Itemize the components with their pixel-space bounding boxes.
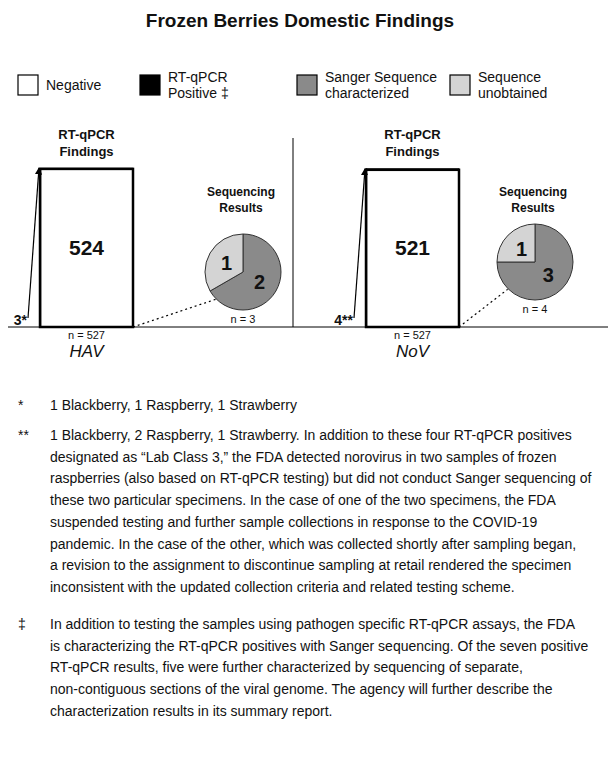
footnote-line: In addition to testing the samples using… bbox=[50, 616, 576, 632]
pie: 31 bbox=[497, 224, 573, 300]
bar-marks bbox=[366, 169, 459, 327]
data-label: 521 bbox=[395, 236, 430, 259]
pie-label: 2 bbox=[254, 271, 265, 293]
label-arrow bbox=[28, 168, 39, 318]
panel: RT-qPCRFindings HAV 524 3* n = 527 Sequencing… bbox=[14, 127, 281, 361]
pie: 21 bbox=[205, 234, 281, 310]
footnotes: * 1 Blackberry, 1 Raspberry, 1 Strawberry… bbox=[18, 397, 592, 719]
footnote-marker: ** bbox=[18, 427, 29, 443]
legend-label: unobtained bbox=[478, 85, 547, 101]
data-label: 4** bbox=[334, 312, 353, 328]
pie-label: 3 bbox=[543, 264, 554, 286]
panel-separator bbox=[293, 138, 294, 327]
data-label: 3* bbox=[14, 312, 28, 328]
legend-item: Negative bbox=[18, 75, 101, 95]
connector bbox=[459, 289, 508, 327]
sample-size-note: n = 527 bbox=[68, 329, 105, 341]
footnote-line: non-contiguous sections of the viral gen… bbox=[50, 681, 553, 697]
x-axis: NoV bbox=[367, 327, 460, 361]
footnote-line: 1 Blackberry, 1 Raspberry, 1 Strawberry bbox=[50, 397, 297, 413]
legend-swatch bbox=[297, 75, 317, 95]
legend-label: RT-qPCR bbox=[168, 69, 228, 85]
legend-label: characterized bbox=[325, 85, 409, 101]
panel: RT-qPCRFindings NoV 521 4** n = 527 Sequencin… bbox=[334, 127, 573, 361]
pie-slice bbox=[205, 234, 243, 291]
footnote-line: 1 Blackberry, 2 Raspberry, 1 Strawberry.… bbox=[50, 427, 572, 443]
footnote-marker: * bbox=[18, 397, 24, 413]
bar-title: RT-qPCRFindings bbox=[384, 127, 441, 159]
footnote-line: designated as “Lab Class 3,” the FDA det… bbox=[50, 449, 557, 465]
footnote-marker: ‡ bbox=[18, 616, 26, 632]
legend-swatch bbox=[140, 75, 160, 95]
axis-line bbox=[41, 327, 134, 328]
legend-label: Positive ‡ bbox=[168, 85, 229, 101]
axis-line bbox=[366, 169, 368, 328]
footnote-line: suspended testing and further sample col… bbox=[50, 514, 537, 530]
pie-slice bbox=[497, 224, 573, 300]
legend-label: Negative bbox=[46, 77, 101, 93]
category-label: NoV bbox=[396, 342, 431, 361]
pie-label: 1 bbox=[221, 252, 232, 274]
legend-label: Sanger Sequence bbox=[325, 69, 437, 85]
category-label: HAV bbox=[69, 342, 105, 361]
axis-line bbox=[367, 327, 460, 328]
footnote-line: characterization results in its summary … bbox=[50, 703, 332, 719]
y-axis bbox=[40, 169, 41, 328]
label-arrow bbox=[354, 169, 365, 318]
title: Frozen Berries Domestic Findings bbox=[146, 10, 454, 31]
chart-container: Frozen Berries Domestic Findings Negative… bbox=[0, 0, 615, 769]
footnote-line: a revision to the assignment to disconti… bbox=[50, 557, 571, 573]
legend-item: RT-qPCRPositive ‡ bbox=[140, 69, 229, 101]
legend: Negative RT-qPCRPositive ‡ Sanger Sequence… bbox=[18, 69, 547, 101]
footnote-line: raspberries (also based on RT-qPCR testi… bbox=[50, 470, 592, 486]
chart-svg: Frozen Berries Domestic Findings Negative… bbox=[0, 0, 615, 769]
legend-item: Sanger Sequencecharacterized bbox=[297, 69, 437, 101]
data-label: 524 bbox=[69, 236, 104, 259]
footnote-line: pandemic. In the case of the other, whic… bbox=[50, 536, 576, 552]
footnote-line: these two particular specimens. In the c… bbox=[50, 492, 556, 508]
legend-label: Sequence bbox=[478, 69, 541, 85]
axis-line bbox=[40, 169, 42, 328]
background bbox=[0, 0, 615, 769]
pie-label: 1 bbox=[516, 238, 527, 260]
footnote-line: RT-qPCR results, five were further chara… bbox=[50, 659, 523, 675]
connector bbox=[133, 299, 216, 327]
pie-title: SequencingResults bbox=[207, 185, 275, 215]
legend-swatch bbox=[450, 75, 470, 95]
legend-item: Sequenceunobtained bbox=[450, 69, 547, 101]
pie-slice bbox=[497, 224, 535, 262]
bar bbox=[366, 169, 459, 170]
bar-title: RT-qPCRFindings bbox=[58, 127, 115, 159]
y-axis bbox=[366, 169, 367, 328]
footnote-line: is characterizing the RT-qPCR positives … bbox=[50, 638, 588, 654]
bar bbox=[366, 170, 459, 327]
legend-swatch bbox=[18, 75, 38, 95]
bar bbox=[40, 168, 133, 170]
sample-size-note: n = 3 bbox=[231, 313, 256, 325]
footnote-line: inconsistent with the updated collection… bbox=[50, 579, 515, 595]
x-axis: HAV bbox=[41, 327, 134, 361]
bar bbox=[40, 169, 133, 327]
sample-size-note: n = 527 bbox=[394, 329, 431, 341]
pie-title: SequencingResults bbox=[499, 185, 567, 215]
sample-size-note: n = 4 bbox=[523, 303, 548, 315]
bar-marks bbox=[40, 168, 133, 327]
